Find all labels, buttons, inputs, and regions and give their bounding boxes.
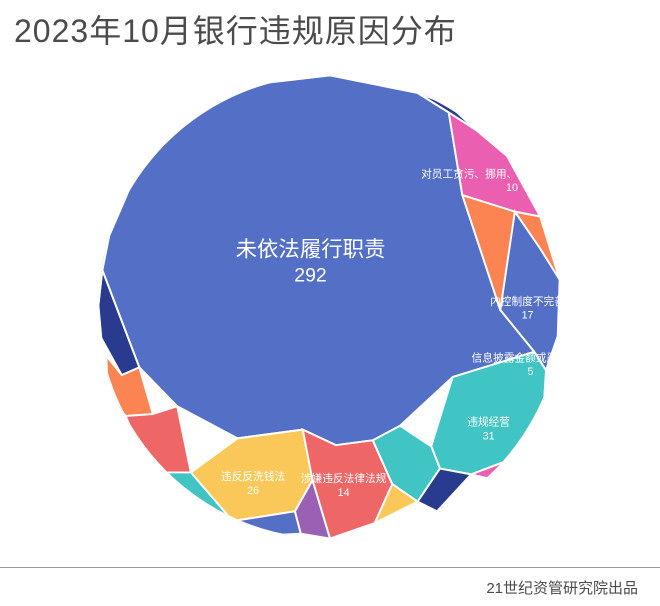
footer-rule	[0, 567, 660, 568]
chart-title: 2023年10月银行违规原因分布	[14, 6, 457, 52]
treemap-cell[interactable]	[126, 406, 191, 472]
page: 2023年10月银行违规原因分布 未依法履行职责292违规经营31违反反洗钱法2…	[0, 0, 660, 606]
voronoi-treemap: 未依法履行职责292违规经营31违反反洗钱法26内控制度不完善17涉嫌违反法律法…	[0, 54, 660, 560]
footer-credit: 21世纪资管研究院出品	[486, 577, 638, 598]
treemap-cell[interactable]	[191, 430, 313, 521]
